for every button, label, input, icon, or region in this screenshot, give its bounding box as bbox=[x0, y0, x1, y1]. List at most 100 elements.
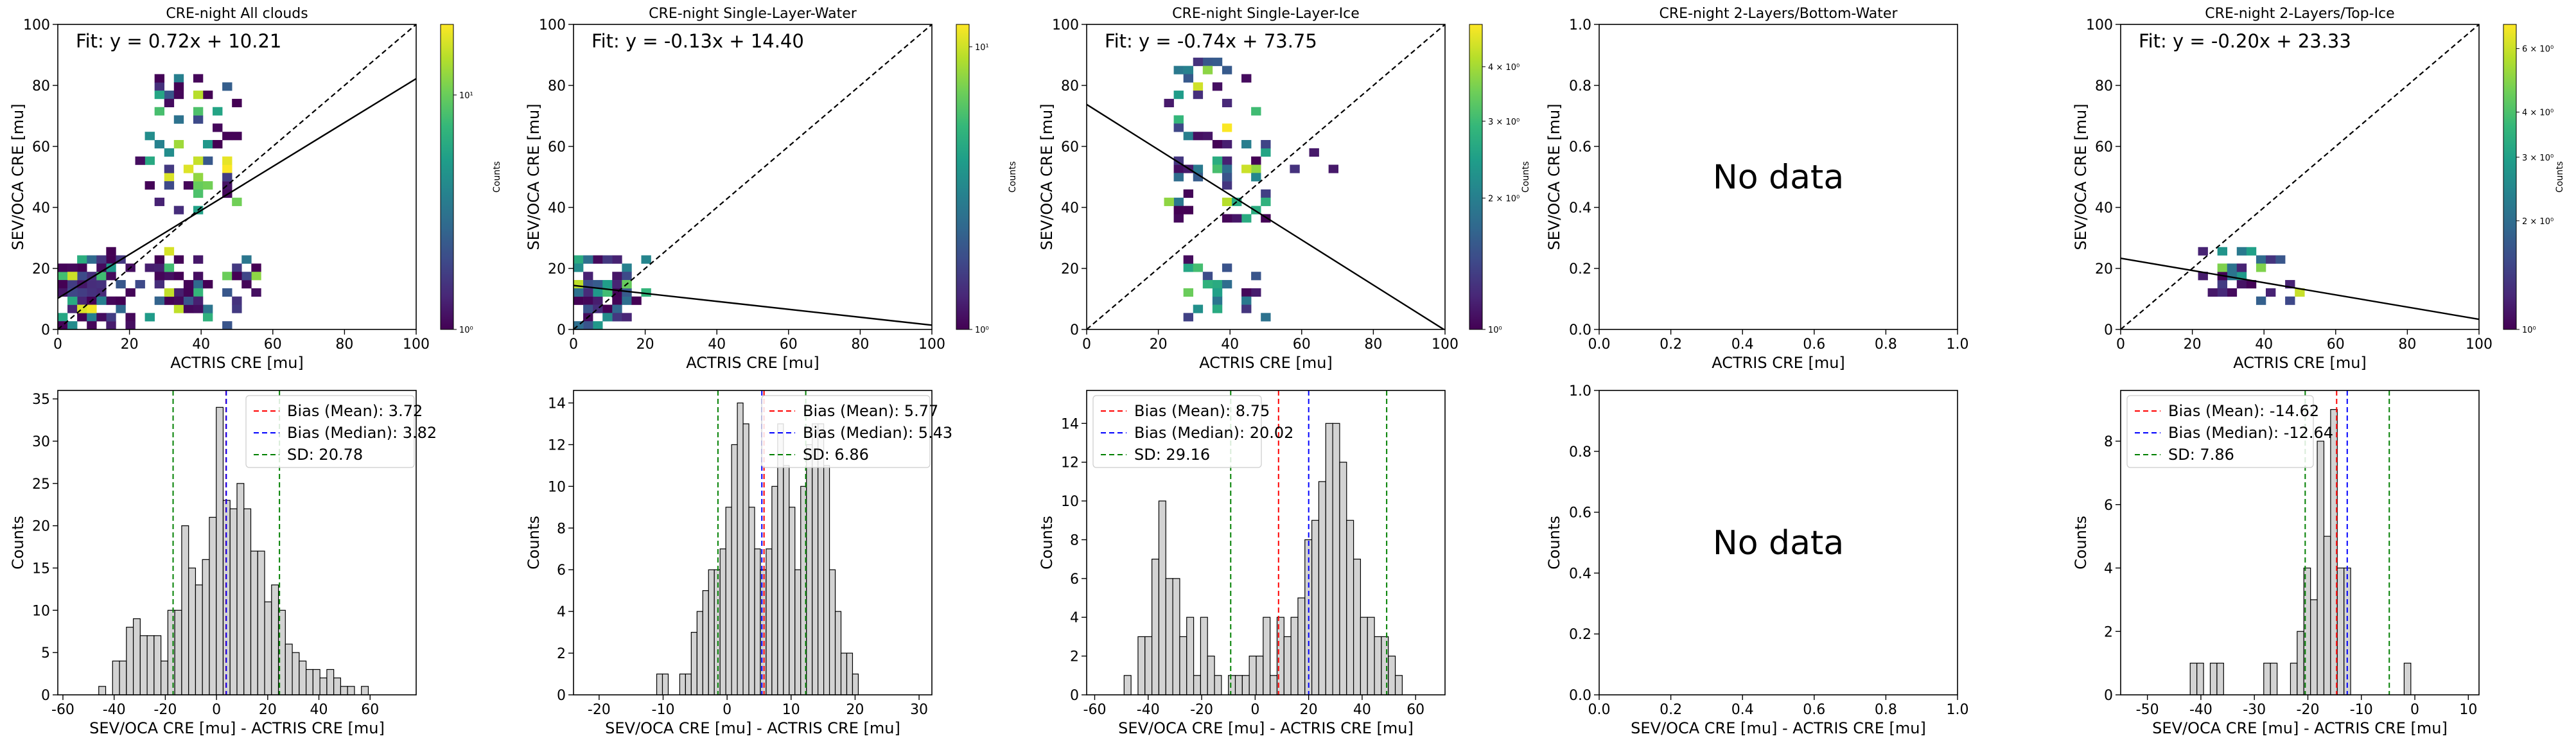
y-tick-label: 60 bbox=[2095, 139, 2113, 155]
plot-frame bbox=[2120, 24, 2480, 330]
heatmap-cell bbox=[1193, 91, 1204, 100]
heatmap-cell bbox=[87, 321, 97, 330]
heatmap-cell bbox=[2236, 280, 2247, 289]
x-tick-label: -60 bbox=[1083, 702, 1107, 718]
heatmap-cell bbox=[574, 263, 584, 272]
heatmap-cell bbox=[77, 296, 87, 305]
y-tick-label: 20 bbox=[2095, 261, 2113, 277]
histogram-bar bbox=[126, 627, 134, 695]
histogram-bar bbox=[1186, 616, 1195, 695]
y-tick-label: 1.0 bbox=[1569, 383, 1591, 399]
histogram-bar bbox=[139, 635, 148, 695]
heatmap-cell bbox=[1222, 280, 1232, 289]
heatmap-cell bbox=[67, 304, 78, 313]
heatmap-cell bbox=[583, 272, 593, 281]
heatmap-cell bbox=[251, 288, 261, 297]
legend-sd-label: SD: 29.16 bbox=[1134, 446, 1210, 464]
heatmap-cell bbox=[251, 263, 261, 272]
heatmap-cell bbox=[183, 296, 194, 305]
histogram-bar bbox=[679, 673, 686, 695]
y-axis-label: Counts bbox=[1545, 516, 1563, 570]
heatmap-cell bbox=[583, 321, 593, 330]
histogram-bar bbox=[708, 569, 715, 695]
heatmap-cell bbox=[2236, 263, 2247, 272]
heatmap-cell bbox=[251, 272, 261, 281]
heatmap-cell bbox=[1183, 313, 1194, 322]
panel-title: CRE-night Single-Layer-Ice bbox=[1172, 6, 1360, 22]
x-tick-label: 20 bbox=[259, 702, 277, 718]
plot-frame bbox=[1086, 390, 1446, 695]
heatmap-cell bbox=[202, 91, 213, 100]
histogram-bar bbox=[2263, 663, 2271, 695]
heatmap-cell bbox=[602, 304, 613, 313]
x-tick-label: 30 bbox=[910, 702, 928, 718]
colorbar-tick-label: 4 × 10⁰ bbox=[1488, 63, 1520, 73]
heatmap-cell bbox=[1251, 164, 1261, 173]
histogram-bar bbox=[828, 569, 836, 695]
heatmap-cell bbox=[1241, 288, 1252, 297]
y-axis-label: Counts bbox=[2072, 516, 2090, 570]
heatmap-cell bbox=[1173, 205, 1184, 214]
y-tick-label: 0 bbox=[557, 688, 566, 704]
legend-median-label: Bias (Median): -12.64 bbox=[2168, 424, 2333, 442]
y-tick-label: 14 bbox=[548, 396, 566, 412]
heatmap-cell bbox=[2256, 296, 2266, 305]
histogram-bar bbox=[1263, 616, 1271, 695]
histogram-bar bbox=[250, 550, 258, 695]
histogram-bar bbox=[1249, 656, 1257, 695]
heatmap-cell bbox=[2275, 255, 2286, 264]
heatmap-cell bbox=[1164, 98, 1174, 108]
heatmap-cell bbox=[1173, 173, 1184, 182]
x-axis-label: SEV/OCA CRE [mu] - ACTRIS CRE [mu] bbox=[605, 719, 900, 737]
heatmap-cell bbox=[1173, 91, 1184, 100]
plot-frame bbox=[57, 390, 417, 695]
x-tick-label: -10 bbox=[652, 702, 675, 718]
heatmap-cell bbox=[622, 296, 632, 305]
plot-frame bbox=[1086, 24, 1446, 330]
histogram-bar bbox=[1297, 597, 1306, 695]
heatmap-cell bbox=[106, 321, 116, 330]
fit-line bbox=[58, 78, 416, 299]
heatmap-cell bbox=[202, 313, 213, 322]
heatmap-cell bbox=[574, 296, 584, 305]
y-tick-label: 20 bbox=[32, 519, 50, 535]
x-tick-label: 40 bbox=[1221, 337, 1239, 353]
colorbar-tick-label: 10⁰ bbox=[2522, 326, 2536, 335]
heatmap-cell bbox=[612, 313, 622, 322]
heatmap-cell bbox=[1212, 57, 1223, 66]
heatmap-cell bbox=[1241, 304, 1252, 313]
heatmap-cell bbox=[193, 181, 204, 190]
x-tick-label: -50 bbox=[2136, 702, 2159, 718]
histogram-panel-1: -60 -40 -20 0 20 40 60 0 5 10 15 20 25 30 35 SEV/OCA CR… bbox=[9, 390, 437, 737]
colorbar bbox=[440, 24, 454, 330]
heatmap-cell bbox=[106, 296, 116, 305]
y-axis-label: SEV/OCA CRE [mu] bbox=[9, 103, 27, 250]
legend: Bias (Mean): 8.75 Bias (Median): 20.02 SD:… bbox=[1092, 395, 1293, 468]
heatmap-cell bbox=[2265, 255, 2276, 264]
heatmap-cell bbox=[87, 288, 97, 297]
heatmap-cell bbox=[1173, 123, 1184, 132]
heatmap-cell bbox=[1222, 214, 1232, 223]
y-tick-label: 40 bbox=[2095, 200, 2113, 216]
x-tick-label: 80 bbox=[1364, 337, 1382, 353]
x-tick-label: -20 bbox=[588, 702, 611, 718]
panel-title: CRE-night Single-Layer-Water bbox=[649, 6, 857, 22]
colorbar bbox=[956, 24, 970, 330]
heatmap-cell bbox=[67, 263, 78, 272]
scatter-panel-1: Fit: y = 0.72x + 10.21 0 20 40 60 80 100 0 20 40 6… bbox=[9, 6, 502, 372]
heatmap-cell bbox=[67, 321, 78, 330]
colorbar bbox=[1469, 24, 1483, 330]
heatmap-cell bbox=[612, 255, 622, 264]
heatmap-cell bbox=[164, 173, 175, 182]
heatmap-cell bbox=[1212, 140, 1223, 149]
heatmap-cell bbox=[1193, 164, 1204, 173]
x-tick-label: 20 bbox=[846, 702, 864, 718]
histogram-bar bbox=[2336, 567, 2345, 695]
x-axis-label: SEV/OCA CRE [mu] - ACTRIS CRE [mu] bbox=[1118, 719, 1414, 737]
histogram-bar bbox=[1332, 423, 1340, 695]
identity-line bbox=[1087, 24, 1445, 329]
heatmap-cell bbox=[193, 74, 204, 83]
heatmap-cell bbox=[96, 296, 107, 305]
x-tick-label: 1.0 bbox=[1947, 337, 1969, 353]
histogram-bar bbox=[153, 635, 162, 695]
